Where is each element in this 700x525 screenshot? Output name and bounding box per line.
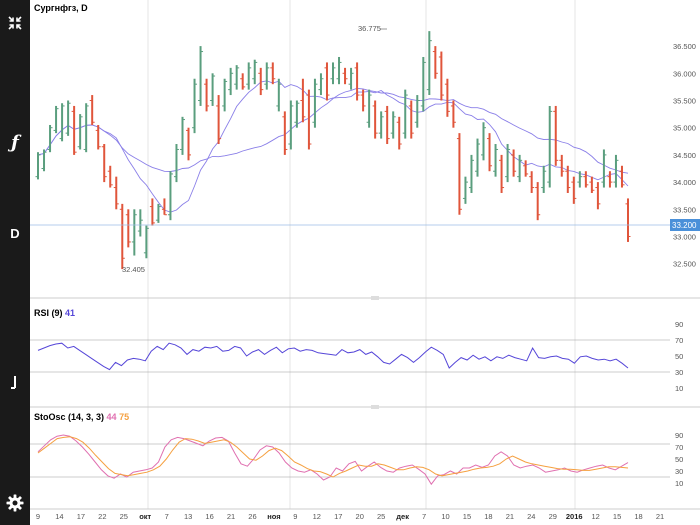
- x-tick-label: 18: [484, 512, 492, 521]
- x-tick-label: 26: [248, 512, 256, 521]
- main-panel-title: Сургнфгз, D: [34, 3, 88, 13]
- rsi-y-axis: 90 70 50 30 10: [675, 320, 683, 393]
- x-tick-label: 15: [613, 512, 621, 521]
- x-tick-label: 16: [205, 512, 213, 521]
- sidebar-toolbar: ƒ D: [0, 0, 30, 525]
- rsi-line: [37, 342, 629, 371]
- x-tick-label: 13: [184, 512, 192, 521]
- x-tick-label: 21: [227, 512, 235, 521]
- y-tick-label: 34.500: [673, 151, 696, 160]
- x-tick-label: 14: [55, 512, 63, 521]
- x-tick-label: 22: [98, 512, 106, 521]
- y-tick-label: 36.500: [673, 42, 696, 51]
- x-tick-label: 7: [165, 512, 169, 521]
- y-tick-label: 33.500: [673, 205, 696, 214]
- x-tick-label: окт: [139, 512, 151, 521]
- moving-average-fast-line: [37, 80, 629, 213]
- date-axis: 9 14 17 22 25 окт 7 13 16 21 26 ноя 9 12 17 20 25 дек 7 10 1…: [36, 512, 664, 521]
- x-tick-label: 12: [591, 512, 599, 521]
- x-tick-label: 21: [506, 512, 514, 521]
- x-tick-label: дек: [396, 512, 409, 521]
- sto-panel-title: StoOsc (14, 3, 3) 44 75: [34, 412, 129, 422]
- chart-area[interactable]: Сургнфгз, D 33.200 36.775 32.405 36.5003…: [30, 0, 700, 525]
- x-tick-label: 20: [356, 512, 364, 521]
- x-tick-label: 29: [549, 512, 557, 521]
- y-tick-label: 36.000: [673, 69, 696, 78]
- y-tick-label: 33.000: [673, 233, 696, 242]
- x-tick-label: 7: [422, 512, 426, 521]
- indicator-icon[interactable]: [0, 367, 30, 397]
- y-tick-label: 35.500: [673, 97, 696, 106]
- x-tick-label: 2016: [566, 512, 583, 521]
- settings-gear-icon[interactable]: [0, 488, 30, 518]
- x-tick-label: 17: [77, 512, 85, 521]
- indicator-tick-label: 90: [675, 431, 683, 440]
- low-annotation: 32.405: [122, 265, 145, 274]
- main-y-axis: 36.500 36.000 35.500 35.000 34.500 34.000 33.5…: [673, 42, 696, 269]
- ohlc-bars: [35, 31, 631, 270]
- x-tick-label: 21: [656, 512, 664, 521]
- x-tick-label: ноя: [267, 512, 280, 521]
- timeframe-label[interactable]: D: [10, 225, 20, 241]
- sto-y-axis: 90 70 50 30 10: [675, 431, 683, 488]
- indicator-tick-label: 50: [675, 455, 683, 464]
- price-tag: [670, 219, 700, 231]
- x-tick-label: 25: [120, 512, 128, 521]
- moving-averages: [37, 80, 629, 213]
- collapse-icon[interactable]: [0, 8, 30, 38]
- high-annotation: 36.775: [358, 24, 381, 33]
- y-tick-label: 32.500: [673, 260, 696, 269]
- x-tick-label: 9: [36, 512, 40, 521]
- stochastic-d-line: [37, 436, 629, 478]
- divider-handle[interactable]: [371, 296, 379, 300]
- y-tick-label: 34.000: [673, 178, 696, 187]
- x-tick-label: 10: [441, 512, 449, 521]
- divider-handle-2[interactable]: [371, 405, 379, 409]
- x-tick-label: 12: [313, 512, 321, 521]
- indicator-tick-label: 10: [675, 479, 683, 488]
- cursor-tool-icon: [11, 376, 16, 389]
- indicator-tick-label: 10: [675, 384, 683, 393]
- indicator-tick-label: 70: [675, 443, 683, 452]
- function-icon[interactable]: ƒ: [11, 131, 19, 153]
- rsi-panel-title: RSI (9) 41: [34, 308, 75, 318]
- indicator-tick-label: 30: [675, 368, 683, 377]
- indicator-tick-label: 50: [675, 352, 683, 361]
- x-tick-label: 15: [463, 512, 471, 521]
- x-tick-label: 9: [293, 512, 297, 521]
- indicator-tick-label: 30: [675, 467, 683, 476]
- y-tick-label: 35.000: [673, 124, 696, 133]
- arrows-collapse-icon: [8, 16, 22, 30]
- price-tag-text: 33.200: [672, 221, 697, 230]
- indicator-tick-label: 90: [675, 320, 683, 329]
- indicator-tick-label: 70: [675, 336, 683, 345]
- x-tick-label: 17: [334, 512, 342, 521]
- moving-average-slow-line: [37, 87, 629, 174]
- stochastic-k-line: [37, 434, 629, 486]
- x-tick-label: 25: [377, 512, 385, 521]
- x-tick-label: 18: [634, 512, 642, 521]
- x-tick-label: 24: [527, 512, 535, 521]
- gear-icon: [6, 494, 24, 512]
